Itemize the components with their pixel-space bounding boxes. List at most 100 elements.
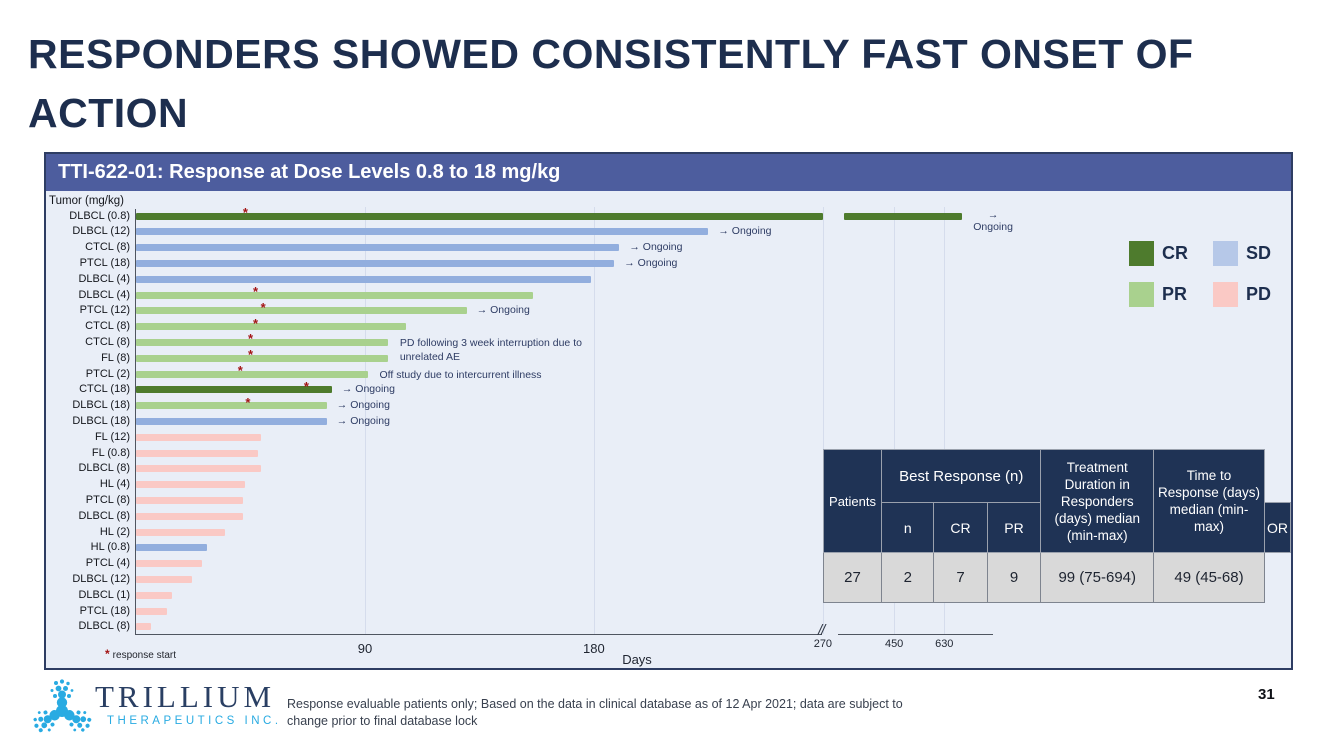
row-label: DLBCL (4) — [78, 272, 130, 285]
swimmer-bar — [136, 433, 261, 441]
star-icon: * — [105, 647, 110, 661]
gridline — [894, 207, 896, 634]
ongoing-label: → Ongoing — [629, 241, 683, 254]
legend-label: SD — [1246, 243, 1272, 263]
slide-title: RESPONDERS SHOWED CONSISTENTLY FAST ONSE… — [28, 31, 1194, 136]
bar-annotation: PD following 3 week interruption due to … — [399, 337, 582, 364]
ongoing-label: → Ongoing — [341, 383, 395, 396]
table-value-n: 27 — [822, 552, 883, 603]
disclaimer-text: Response evaluable patients only; Based … — [287, 697, 903, 728]
response-start-marker: * — [303, 378, 309, 394]
response-start-marker: * — [245, 394, 251, 410]
table-value-or: 9 — [986, 552, 1042, 603]
x-tick-label: 180 — [583, 641, 605, 656]
swimmer-bar — [136, 496, 243, 504]
row-label: CTCL (8) — [85, 320, 130, 333]
pd-swatch-icon — [1213, 282, 1238, 307]
x-tick-label: 450 — [884, 638, 904, 650]
response-start-marker: * — [242, 205, 248, 220]
ongoing-label: → Ongoing — [336, 399, 390, 412]
swimmer-bar — [136, 259, 615, 267]
x-axis-title: Days — [622, 652, 652, 667]
response-start-marker: * — [237, 363, 243, 378]
gridline — [364, 207, 366, 634]
legend: CR SD PR PD — [1129, 233, 1297, 315]
table-value-duration: 99 (75-694) — [1040, 552, 1155, 603]
x-axis-extension-line — [838, 634, 993, 635]
sd-swatch-icon — [1213, 241, 1238, 266]
swimmer-bar — [136, 560, 203, 568]
swimmer-bar — [136, 370, 368, 378]
row-label: FL (12) — [94, 430, 130, 443]
axis-break-mark: // — [818, 622, 825, 639]
page-number: 31 — [1258, 686, 1275, 703]
swimmer-bar — [136, 512, 243, 520]
y-axis-title: Tumor (mg/kg) — [49, 195, 124, 207]
legend-label: PR — [1162, 284, 1188, 304]
swimmer-bar — [136, 386, 332, 394]
swimmer-bar — [136, 323, 406, 331]
row-label: DLBCL (8) — [78, 509, 130, 522]
swimmer-bar — [136, 338, 388, 346]
swimmer-bar — [136, 623, 152, 631]
response-start-marker: * — [247, 331, 253, 347]
swimmer-bar — [136, 607, 167, 615]
row-label: DLBCL (12) — [72, 225, 130, 238]
ongoing-label: → Ongoing — [336, 414, 390, 427]
row-label: DLBCL (0.8) — [69, 209, 130, 222]
response-start-marker: * — [253, 284, 259, 299]
legend-label: PD — [1246, 284, 1272, 304]
table-header-patients: Patients — [822, 449, 883, 553]
row-label: PTCL (8) — [85, 493, 130, 506]
gridline — [593, 207, 595, 634]
x-tick-label: 90 — [357, 641, 373, 656]
row-label: FL (0.8) — [91, 446, 130, 459]
x-axis-line — [135, 634, 822, 635]
row-label: PTCL (4) — [85, 557, 130, 570]
swimmer-bar — [136, 307, 467, 315]
row-label: DLBCL (1) — [78, 588, 130, 601]
row-label: CTCL (18) — [79, 383, 130, 396]
cr-swatch-icon — [1129, 241, 1154, 266]
logo-company-subtitle: THERAPEUTICS INC. — [107, 715, 282, 727]
swimmer-bar — [136, 354, 388, 362]
table-header-best-response: Best Response (n) — [881, 449, 1042, 503]
table-header-cr: CR — [933, 502, 988, 553]
swimmer-bar — [136, 228, 709, 236]
ongoing-label: → Ongoing — [973, 209, 1013, 233]
x-tick-label: 630 — [935, 638, 954, 650]
table-header-n: n — [881, 502, 935, 553]
row-label: HL (4) — [99, 478, 130, 491]
chart-title-bar: TTI-622-01: Response at Dose Levels 0.8 … — [46, 154, 1291, 191]
swimmer-bar — [136, 244, 620, 252]
table-header-time-to-response: Time to Response (days) median (min-max) — [1153, 449, 1265, 553]
row-label: PTCL (2) — [85, 367, 130, 380]
row-label: DLBCL (8) — [78, 620, 130, 633]
bar-annotation: Off study due to intercurrent illness — [379, 369, 542, 381]
row-label: DLBCL (4) — [78, 288, 130, 301]
row-label: HL (0.8) — [90, 541, 130, 554]
row-label: PTCL (18) — [79, 256, 130, 269]
ongoing-label: → Ongoing — [476, 304, 530, 317]
legend-label: CR — [1162, 243, 1188, 263]
legend-item-sd: SD — [1213, 233, 1297, 274]
gridline — [944, 207, 946, 634]
row-label: PTCL (12) — [79, 304, 130, 317]
table-value-time: 49 (45-68) — [1153, 552, 1265, 603]
swimmer-bar — [136, 417, 327, 425]
ongoing-label: → Ongoing — [718, 225, 772, 238]
row-label: DLBCL (18) — [72, 399, 130, 412]
swimmer-bar — [136, 291, 533, 299]
response-start-marker: * — [253, 315, 259, 331]
row-label: CTCL (8) — [85, 335, 130, 348]
legend-item-cr: CR — [1129, 233, 1213, 274]
x-tick-label: 270 — [813, 638, 833, 650]
plot-area: Tumor (mg/kg) Days * response start CR SD… — [46, 191, 1291, 668]
row-label: HL (2) — [99, 525, 130, 538]
swimmer-bar — [136, 449, 259, 457]
swimmer-bar — [136, 212, 823, 220]
y-axis-line — [135, 209, 136, 634]
swimmer-bar — [136, 481, 246, 489]
swimmer-bar — [136, 575, 192, 583]
summary-table: Patients Best Response (n) Treatment Dur… — [822, 449, 1291, 603]
